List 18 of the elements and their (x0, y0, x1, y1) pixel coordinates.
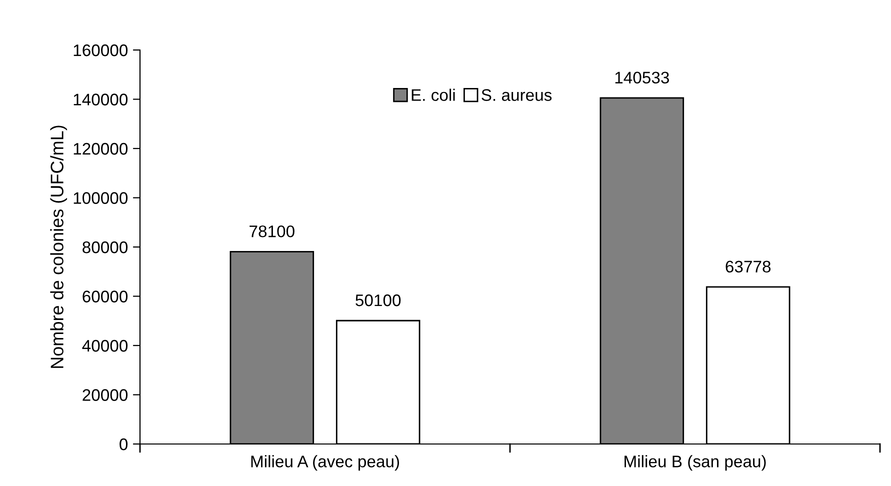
data-label: 140533 (615, 72, 669, 84)
y-tick-label: 0 (120, 438, 128, 450)
y-tick-label: 40000 (82, 340, 128, 352)
y-tick-label: 80000 (82, 241, 128, 254)
legend-label: E. coli (412, 88, 455, 101)
legend-label: S. aureus (482, 89, 552, 101)
x-tick-label: Milieu B (san peau) (624, 455, 766, 471)
y-tick-label: 160000 (74, 44, 128, 56)
y-tick-label: 100000 (74, 192, 128, 204)
y-tick-label: 120000 (74, 142, 128, 155)
data-label: 78100 (250, 225, 294, 238)
y-axis-title: Nombre de colonies (UFC/mL) (50, 126, 68, 368)
data-label: 63778 (726, 260, 771, 273)
data-label: 50100 (356, 294, 401, 306)
y-tick-label: 20000 (82, 389, 128, 401)
x-tick-label: Milieu A (avec peau) (251, 455, 400, 471)
y-tick-label: 140000 (74, 94, 128, 106)
y-tick-label: 60000 (82, 290, 128, 302)
